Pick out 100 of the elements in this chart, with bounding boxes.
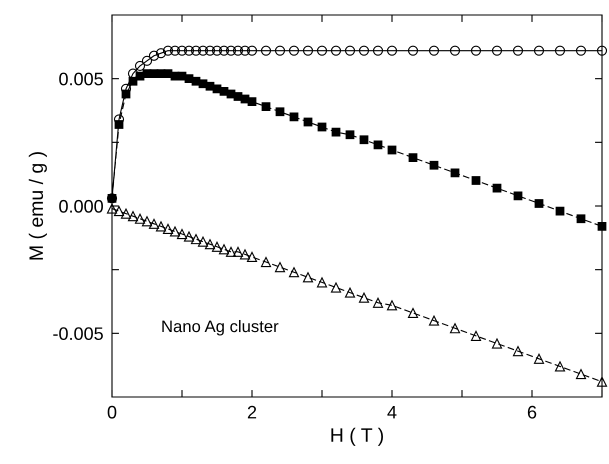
point <box>204 239 216 250</box>
point <box>554 46 566 56</box>
point <box>190 234 202 244</box>
point <box>556 206 564 216</box>
point <box>170 226 180 237</box>
point <box>330 46 342 56</box>
point <box>198 46 208 56</box>
point <box>470 330 482 341</box>
point <box>218 244 230 254</box>
point <box>576 46 586 56</box>
point <box>190 46 202 56</box>
point <box>226 246 236 257</box>
point <box>274 46 286 56</box>
point <box>408 46 418 56</box>
point <box>332 128 340 137</box>
point <box>234 92 242 101</box>
y-tick-label: 0.005 <box>59 72 103 86</box>
point <box>212 46 222 56</box>
point <box>316 277 328 288</box>
point <box>260 46 272 56</box>
point <box>262 102 270 112</box>
point <box>226 46 236 56</box>
point <box>514 191 522 200</box>
point <box>360 135 368 144</box>
point <box>318 122 326 132</box>
x-axis-title: H ( T ) <box>331 428 383 446</box>
point <box>148 218 160 229</box>
point <box>176 228 188 240</box>
point <box>492 46 502 56</box>
point <box>156 221 166 232</box>
point <box>162 224 174 234</box>
point <box>226 90 236 98</box>
annotation: Nano Ag cluster <box>162 320 278 336</box>
point <box>374 140 382 150</box>
point <box>114 206 124 216</box>
x-tick-label: 4 <box>387 406 396 418</box>
point <box>246 252 258 262</box>
point <box>408 308 418 318</box>
point <box>288 46 300 56</box>
point <box>276 107 284 116</box>
point <box>388 146 396 154</box>
point <box>212 242 222 252</box>
point <box>142 216 152 226</box>
point <box>450 168 460 178</box>
point <box>450 323 460 334</box>
point <box>358 46 370 56</box>
point <box>430 160 438 170</box>
point <box>512 346 524 356</box>
point <box>372 46 384 56</box>
point <box>156 48 166 58</box>
point <box>554 361 566 372</box>
point <box>288 267 300 278</box>
point <box>198 236 208 247</box>
point <box>240 94 250 104</box>
point <box>184 231 194 242</box>
point <box>178 72 186 80</box>
point <box>164 69 172 78</box>
point <box>162 46 174 56</box>
point <box>246 46 258 56</box>
point <box>472 176 480 185</box>
point <box>358 292 370 303</box>
point <box>330 282 342 293</box>
point <box>106 203 118 214</box>
y-axis-title: M ( emu / g ) <box>28 152 47 260</box>
x-tick-label: 6 <box>528 406 536 419</box>
point <box>386 300 398 310</box>
point <box>598 222 606 231</box>
point <box>220 87 228 96</box>
point <box>232 46 244 56</box>
point <box>596 46 608 56</box>
point <box>534 46 544 56</box>
y-tick-label: -0.005 <box>53 327 103 340</box>
point <box>128 211 138 222</box>
point <box>290 112 298 122</box>
point <box>134 60 146 71</box>
point <box>386 46 398 56</box>
point <box>184 46 194 56</box>
point <box>260 256 272 268</box>
point <box>408 153 418 162</box>
point <box>428 316 440 326</box>
point <box>302 272 314 282</box>
point <box>302 46 314 56</box>
point <box>450 46 460 56</box>
point <box>492 184 502 193</box>
point <box>576 214 586 224</box>
point <box>596 376 608 387</box>
point <box>240 249 250 260</box>
point <box>344 46 356 56</box>
point <box>232 246 244 257</box>
point <box>470 46 482 56</box>
y-tick-label: 0.000 <box>59 200 103 213</box>
point <box>346 130 354 140</box>
point <box>534 199 544 208</box>
point <box>304 118 312 126</box>
point <box>170 46 180 56</box>
point <box>344 288 356 298</box>
point <box>534 354 544 364</box>
point <box>512 46 524 56</box>
point <box>240 46 250 56</box>
point <box>176 46 188 56</box>
